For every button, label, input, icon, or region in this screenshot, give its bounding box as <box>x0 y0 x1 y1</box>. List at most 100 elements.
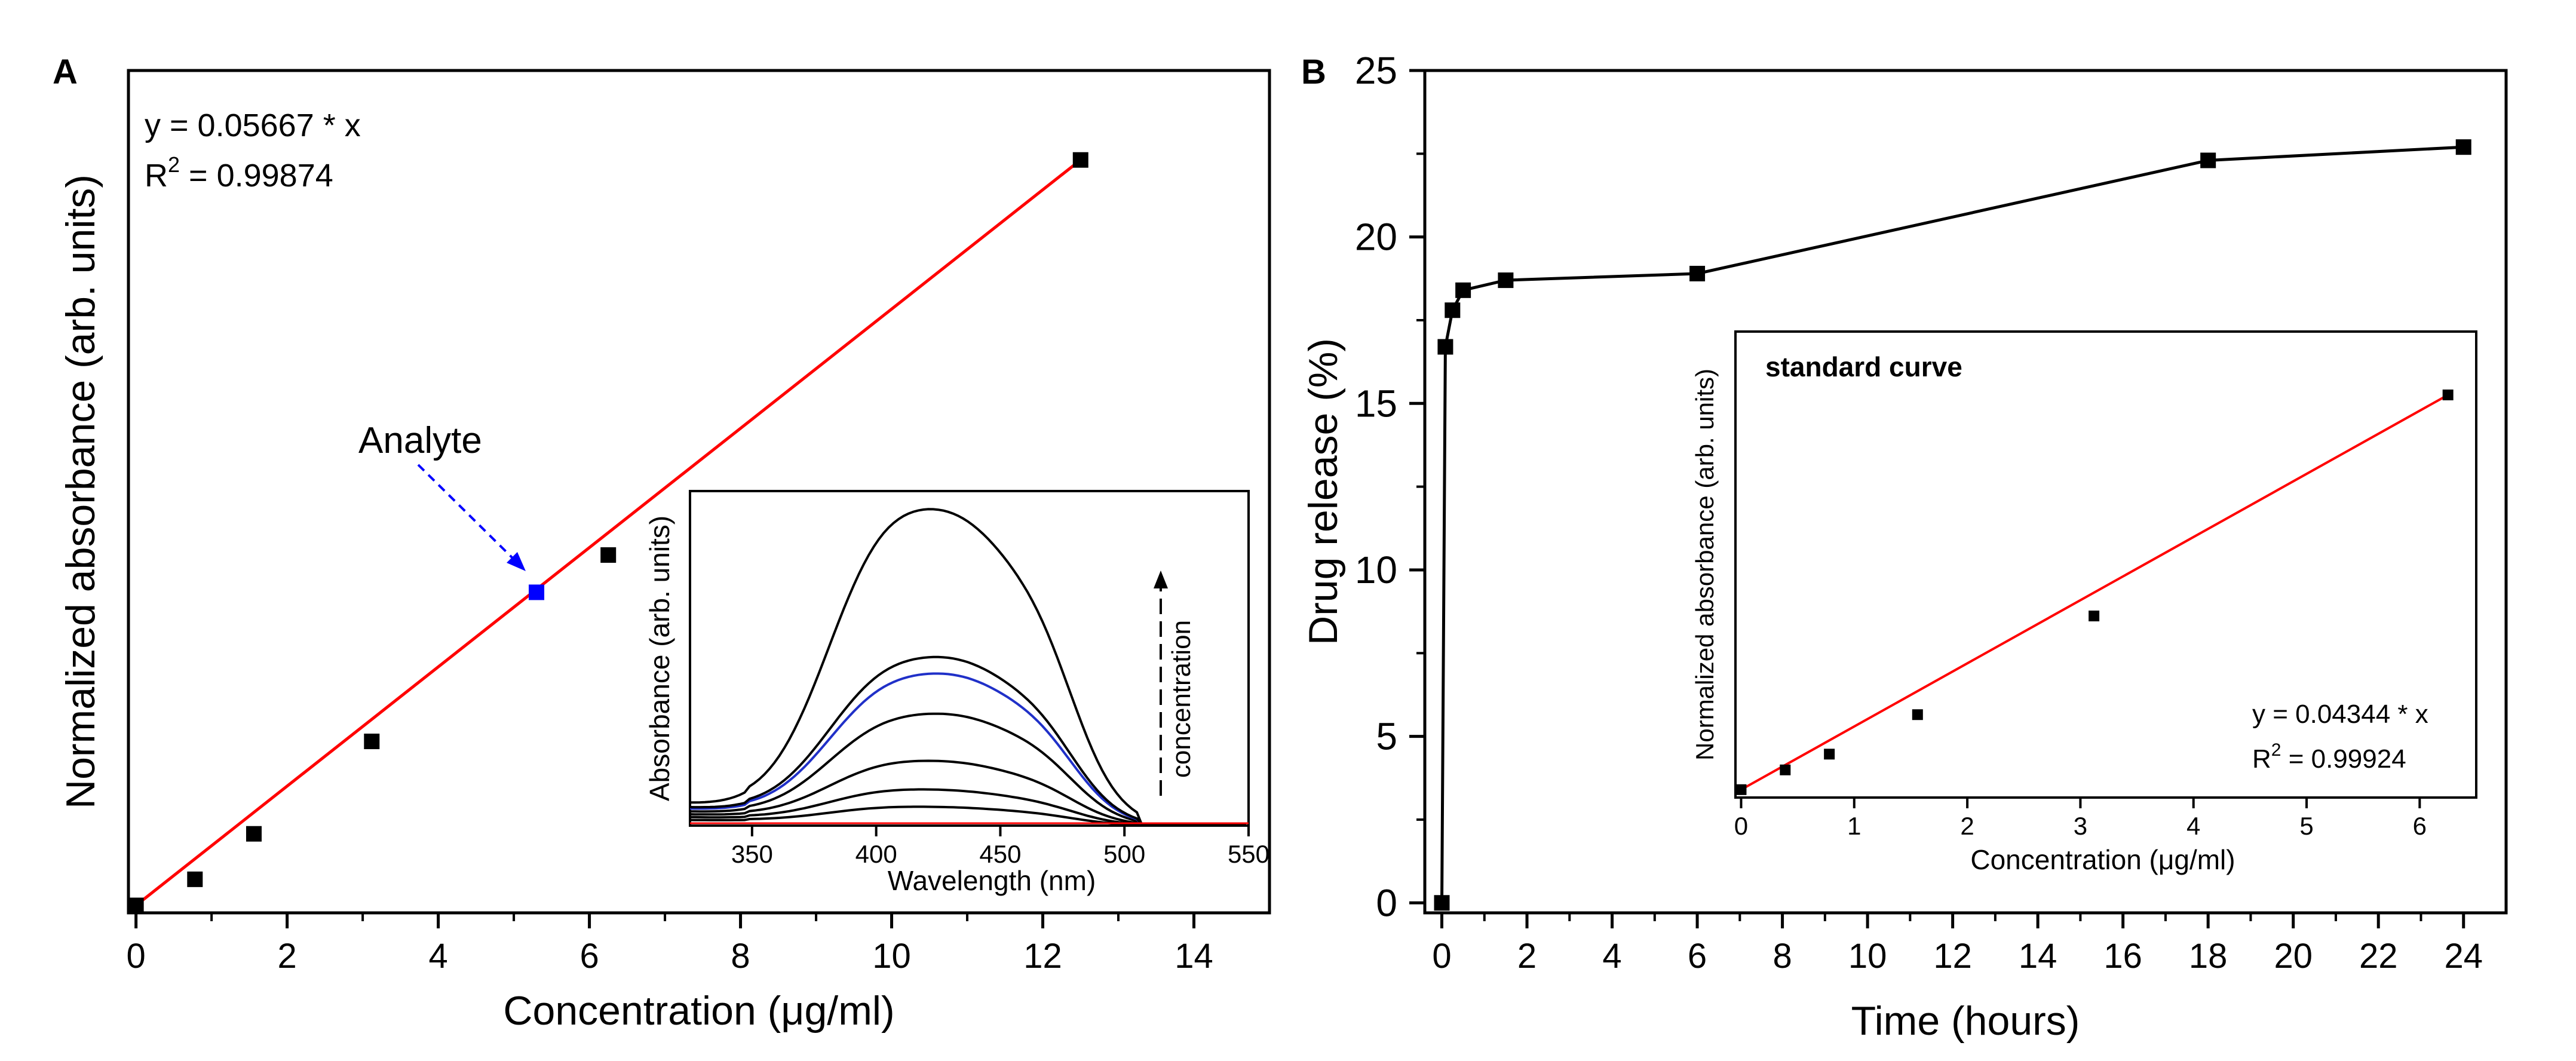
panel-a-x-ticks <box>134 913 1196 928</box>
panel-b-letter: B <box>1301 53 1326 91</box>
panel-b-x-tick-label: 20 <box>2274 937 2313 976</box>
inset-b-x-tick-label: 5 <box>2299 812 2313 840</box>
panel-a-equation: y = 0.05667 * x <box>145 108 361 143</box>
inset-b-data-point <box>1780 764 1791 775</box>
inset-b-data-point <box>1824 749 1835 760</box>
panel-a-x-tick-label: 10 <box>872 937 911 976</box>
panel-b-data-point <box>1689 265 1706 281</box>
panel-a-analyte-point <box>529 584 545 600</box>
panel-b-x-tick-label: 6 <box>1688 937 1707 976</box>
inset-a-frame <box>689 490 1250 827</box>
panel-b-x-axis-label: Time (hours) <box>1851 998 2080 1044</box>
inset-b-data-point <box>1735 784 1747 795</box>
inset-a-x-tick-label: 500 <box>1103 840 1145 868</box>
panel-a-standard-point <box>128 897 144 913</box>
panel-b-x-tick-label: 10 <box>1848 937 1887 976</box>
inset-a-x-tick-label: 450 <box>979 840 1021 868</box>
panel-a-x-axis-label: Concentration (μg/ml) <box>503 988 894 1034</box>
panel-a-x-tick-label: 0 <box>127 937 146 976</box>
panel-b-y-tick-label: 10 <box>1355 548 1397 591</box>
panel-b-x-tick-label: 14 <box>2019 937 2057 976</box>
panel-b-x-tick-label: 24 <box>2444 937 2483 976</box>
panel-b-inset: standard curve 0 1 2 3 4 5 6 Concentration (μg… <box>1691 330 2477 875</box>
panel-b-x-tick-label: 0 <box>1432 937 1451 976</box>
inset-b-y-axis-label: Normalized absorbance (arb. units) <box>1691 369 1719 761</box>
panel-b-x-tick-label: 8 <box>1772 937 1792 976</box>
inset-b-data-point <box>1912 709 1923 720</box>
panel-b-y-axis-label: Drug release (%) <box>1301 338 1346 645</box>
panel-b-x-tick-label: 2 <box>1517 937 1537 976</box>
panel-b-x-tick-label: 22 <box>2359 937 2398 976</box>
panel-a-x-tick-label: 6 <box>579 937 599 976</box>
inset-b-x-tick-label: 0 <box>1734 812 1748 840</box>
inset-b-data-point <box>2089 611 2100 622</box>
panel-a-standard-point <box>600 547 617 563</box>
panel-a-standard-point <box>364 734 380 750</box>
panel-a-x-tick-label: 14 <box>1174 937 1213 976</box>
inset-a-spectra <box>689 508 1246 826</box>
panel-a-standard-point <box>246 826 262 842</box>
inset-a-spectrum-7 <box>689 508 1246 826</box>
panel-a-inset: 350 400 450 500 550 Wavelength (nm) Absorban… <box>644 490 1269 896</box>
panel-a-data-points <box>128 152 1088 913</box>
inset-b-fit-line <box>1740 394 2449 791</box>
panel-b-x-tick-label: 16 <box>2103 937 2142 976</box>
panel-a-letter: A <box>53 53 78 91</box>
inset-a-x-tick-label: 400 <box>855 840 897 868</box>
panel-a-x-tick-label: 4 <box>428 937 447 976</box>
panel-b-data-point <box>1437 339 1453 355</box>
inset-b-x-tick-label: 2 <box>1960 812 1974 840</box>
panel-a-fit-line <box>135 158 1082 907</box>
panel-a-x-tick-labels: 0 2 4 6 8 10 12 14 <box>127 937 1213 976</box>
panel-b-y-tick-label: 25 <box>1355 49 1397 92</box>
inset-a-concentration-label: concentration <box>1167 620 1196 778</box>
panel-b-plot-frame <box>1423 69 2508 915</box>
inset-b-data-point <box>2442 390 2454 401</box>
panel-b-y-tick-label: 20 <box>1355 216 1397 259</box>
inset-b-equation: y = 0.04344 * x <box>2252 700 2428 729</box>
panel-b-data-point <box>1434 895 1450 911</box>
inset-b-r-squared: R2 = 0.99924 <box>2252 740 2406 774</box>
panel-a-r-squared: R2 = 0.99874 <box>145 152 333 194</box>
inset-b-frame <box>1734 330 2477 799</box>
inset-b-data-points <box>1735 390 2454 795</box>
panel-b-data-points <box>1434 139 2471 911</box>
panel-b-y-ticks <box>1409 69 1425 904</box>
panel-a-analyte-arrow-shaft <box>417 464 516 562</box>
inset-a-x-ticks <box>750 826 1250 836</box>
panel-b-data-point <box>1445 302 1461 318</box>
panel-b-y-tick-label: 0 <box>1376 881 1397 924</box>
panel-a-y-axis-label: Normalized absorbance (arb. units) <box>58 174 103 809</box>
panel-b-x-ticks <box>1440 913 2465 928</box>
inset-a-x-tick-labels: 350 400 450 500 550 <box>731 840 1269 868</box>
panel-a: A 0 2 4 6 8 10 12 14 Concentration (μg/ml) Norm… <box>53 53 1271 1034</box>
inset-b-x-tick-label: 4 <box>2186 812 2200 840</box>
panel-a-analyte-label: Analyte <box>358 420 482 461</box>
inset-a-x-tick-label: 350 <box>731 840 773 868</box>
inset-b-x-tick-label: 6 <box>2413 812 2427 840</box>
panel-a-x-tick-label: 2 <box>277 937 296 976</box>
panel-b-y-tick-label: 15 <box>1355 382 1397 425</box>
inset-b-x-tick-labels: 0 1 2 3 4 5 6 <box>1734 812 2427 840</box>
panel-b-x-tick-label: 4 <box>1602 937 1621 976</box>
panel-b-data-point <box>1498 272 1514 289</box>
panel-a-standard-point <box>1072 152 1088 168</box>
inset-a-y-axis-label: Absorbance (arb. units) <box>644 516 675 801</box>
inset-b-x-ticks <box>1740 798 2421 808</box>
panel-a-plot-frame <box>127 69 1271 915</box>
panel-a-standard-point <box>187 871 203 887</box>
panel-b-data-point <box>2455 139 2471 155</box>
panel-b-data-point <box>2200 152 2216 168</box>
panel-b-data-point <box>1455 282 1471 298</box>
panel-b-x-tick-labels: 0 2 4 6 8 10 12 14 16 18 20 22 24 <box>1432 937 2483 976</box>
inset-a-x-axis-label: Wavelength (nm) <box>888 865 1096 896</box>
panel-a-x-tick-label: 12 <box>1023 937 1062 976</box>
panel-b-y-tick-labels: 0 5 10 15 20 25 <box>1355 49 1397 924</box>
inset-b-x-axis-label: Concentration (μg/ml) <box>1970 844 2235 875</box>
panel-a-x-tick-label: 8 <box>731 937 750 976</box>
panel-b-x-tick-label: 12 <box>1933 937 1972 976</box>
inset-b-x-tick-label: 1 <box>1847 812 1861 840</box>
